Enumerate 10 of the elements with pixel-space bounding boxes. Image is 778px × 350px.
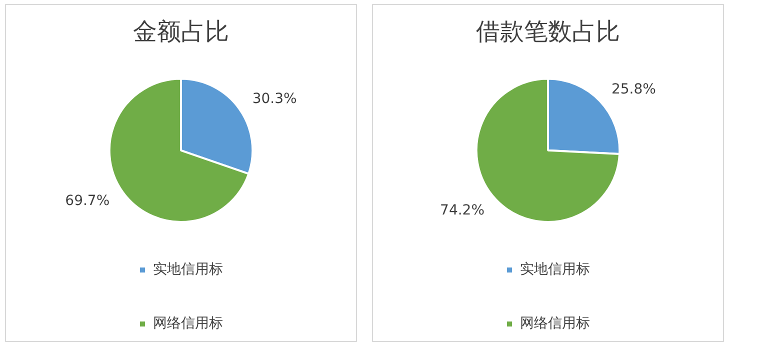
data-label: 69.7% — [65, 192, 110, 209]
legend-label: 网络信用标 — [153, 316, 223, 332]
legend-label: 网络信用标 — [520, 316, 590, 332]
data-label: 30.3% — [252, 91, 297, 108]
chart-title: 金额占比 — [133, 18, 229, 46]
chart-title: 借款笔数占比 — [476, 18, 620, 46]
data-label: 74.2% — [440, 202, 485, 218]
legend-label: 实地信用标 — [153, 262, 223, 278]
legend-label: 实地信用标 — [520, 262, 590, 278]
data-label: 25.8% — [611, 82, 656, 98]
